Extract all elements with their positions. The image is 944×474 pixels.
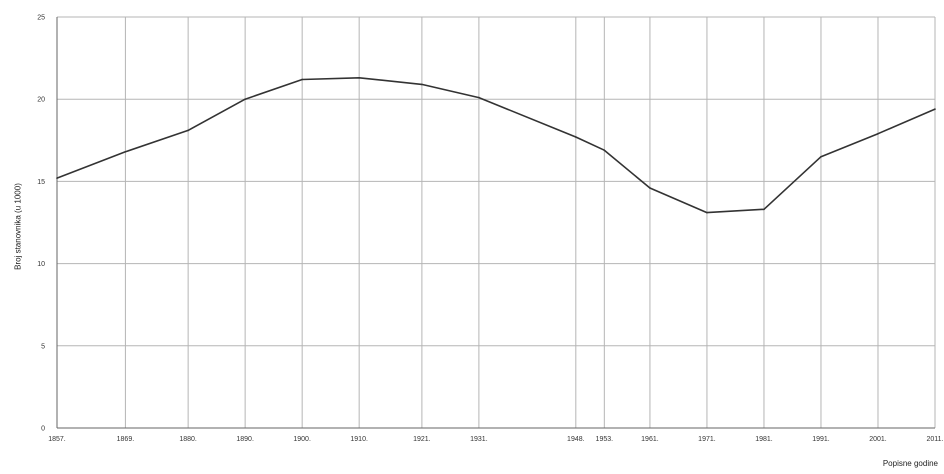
x-axis-label: Popisne godine — [882, 459, 938, 468]
data-point — [358, 77, 360, 79]
y-tick-label: 10 — [37, 261, 45, 268]
y-tick-label: 20 — [37, 97, 45, 104]
x-tick-label: 1981. — [755, 436, 773, 443]
data-point — [56, 177, 58, 179]
data-point — [763, 208, 765, 211]
x-tick-label: 1890. — [236, 436, 254, 443]
y-tick-label: 25 — [37, 15, 45, 22]
data-point — [934, 108, 936, 110]
data-point — [244, 98, 246, 100]
x-tick-label: 1961. — [641, 436, 659, 443]
x-tick-label: 1991. — [812, 436, 830, 443]
series-layer — [56, 77, 936, 214]
x-tick-label: 1910. — [350, 436, 368, 443]
x-tick-label: 2011. — [927, 436, 944, 443]
data-point — [820, 155, 822, 158]
x-tick-label: 1921. — [413, 436, 431, 443]
data-point — [187, 129, 189, 132]
data-point — [603, 149, 606, 151]
y-axis-label: Broj stanovnika (u 1000) — [13, 183, 23, 270]
series-line — [56, 77, 936, 214]
x-tick-label: 1953. — [596, 436, 614, 443]
data-point — [478, 96, 480, 99]
x-tick-label: 1931. — [470, 436, 488, 443]
y-tick-label: 0 — [41, 426, 45, 433]
x-axis-ticks: 1857. 1869. 1880. 1890. 1900. 1910. 1921. 1931.… — [48, 436, 943, 443]
data-point — [301, 78, 303, 81]
x-tick-label: 1900. — [293, 436, 311, 443]
y-tick-label: 5 — [41, 343, 45, 350]
data-point — [706, 211, 708, 214]
gridlines — [56, 16, 936, 429]
data-point — [575, 136, 577, 138]
data-point — [124, 151, 127, 153]
x-tick-label: 1869. — [117, 436, 135, 443]
data-point — [421, 83, 423, 86]
axes — [56, 17, 935, 429]
x-tick-label: 1857. — [48, 436, 66, 443]
y-tick-label: 15 — [37, 179, 45, 186]
data-point — [877, 132, 879, 135]
x-tick-label: 1971. — [698, 436, 716, 443]
data-point — [649, 187, 651, 189]
y-axis-ticks: 0 5 10 15 20 25 — [37, 15, 45, 433]
x-tick-label: 1948. — [567, 436, 585, 443]
x-tick-label: 1880. — [179, 436, 197, 443]
x-tick-label: 2001. — [869, 436, 887, 443]
